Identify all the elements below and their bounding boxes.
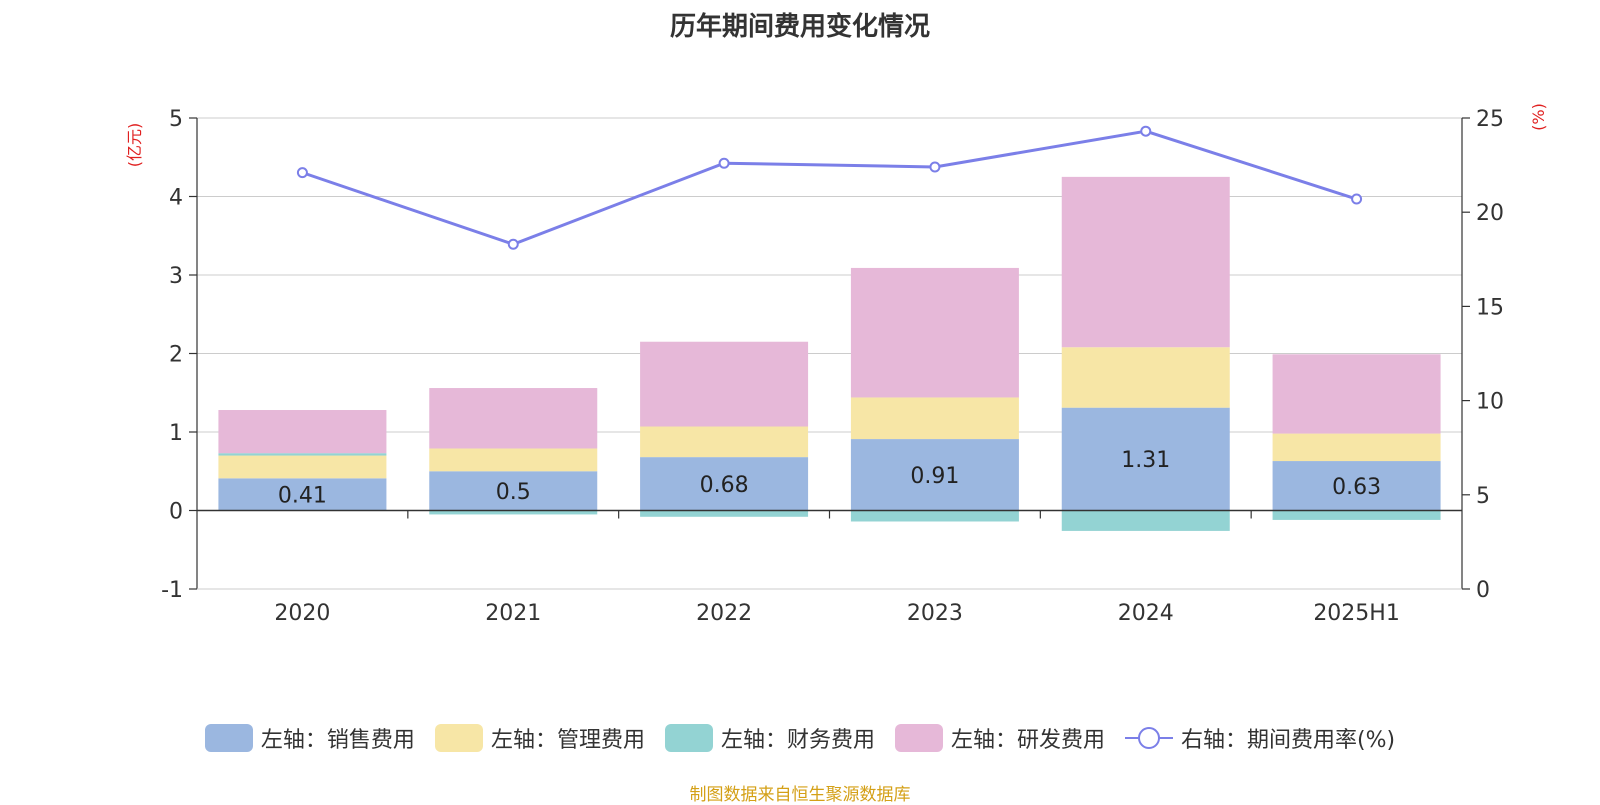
legend-label: 左轴：研发费用 xyxy=(950,728,1105,753)
x-tick-label: 2023 xyxy=(907,601,963,626)
rate-point-2024 xyxy=(1140,125,1152,137)
legend-item-sales[interactable]: 左轴：销售费用 xyxy=(204,722,415,754)
legend-swatch xyxy=(204,724,253,752)
bar-rnd-2021 xyxy=(429,388,598,449)
x-tick-label: 2022 xyxy=(696,601,752,626)
legend-swatch xyxy=(894,724,943,752)
sales-data-label: 0.41 xyxy=(278,483,327,508)
legend-item-rate[interactable]: 右轴：期间费用率(%) xyxy=(1124,722,1396,754)
bar-sales-2021 xyxy=(429,471,598,511)
x-tick-label: 2020 xyxy=(274,601,330,626)
bar-rnd-2023 xyxy=(850,267,1019,398)
bar-admin-2024 xyxy=(1061,347,1230,408)
bar-rnd-2020 xyxy=(218,410,387,454)
bar-rnd-2022 xyxy=(640,341,809,427)
rate-line-series xyxy=(296,125,1363,250)
bar-sales-2025H1 xyxy=(1272,461,1441,511)
right-axis-label: (%) xyxy=(1529,103,1548,131)
bar-rnd-2025H1 xyxy=(1272,354,1441,434)
bar-finance-2022 xyxy=(640,510,809,517)
bar-sales-2020 xyxy=(218,478,387,511)
bar-admin-2025H1 xyxy=(1272,433,1441,462)
legend-item-admin[interactable]: 左轴：管理费用 xyxy=(434,722,645,754)
source-note: 制图数据来自恒生聚源数据库 xyxy=(689,785,911,805)
legend-line-marker-icon xyxy=(1124,727,1173,749)
rate-point-2025H1 xyxy=(1351,193,1363,205)
rate-point-2021 xyxy=(507,238,519,250)
legend-swatch xyxy=(664,724,713,752)
x-tick-label: 2021 xyxy=(485,601,541,626)
legend-label: 右轴：期间费用率(%) xyxy=(1180,728,1396,753)
bar-admin-2020 xyxy=(218,455,387,479)
rate-point-2022 xyxy=(718,157,730,169)
bar-series xyxy=(218,176,1441,531)
bar-admin-2022 xyxy=(640,426,809,458)
legend: 左轴：销售费用 左轴：管理费用 左轴：财务费用 左轴：研发费用 右轴：期间费用率(%) xyxy=(0,722,1600,754)
rate-point-2020 xyxy=(296,167,308,179)
legend-label: 左轴：销售费用 xyxy=(260,728,415,753)
sales-data-label: 0.68 xyxy=(700,473,749,498)
right-tick-label: 20 xyxy=(1476,201,1504,226)
left-tick-label: 1 xyxy=(169,421,183,446)
x-tick-label: 2024 xyxy=(1118,601,1174,626)
left-axis-label: (亿元) xyxy=(125,123,144,168)
rate-line xyxy=(301,129,1358,246)
left-tick-label: 0 xyxy=(169,500,183,525)
x-tick-label: 2025H1 xyxy=(1313,601,1400,626)
legend-line-circle xyxy=(1137,727,1160,749)
legend-label: 左轴：管理费用 xyxy=(490,728,645,753)
rate-point-2023 xyxy=(929,161,941,173)
left-tick-label: -1 xyxy=(161,578,183,603)
bar-sales-2023 xyxy=(850,439,1019,511)
bar-admin-2021 xyxy=(429,448,598,472)
left-tick-label: 3 xyxy=(169,264,183,289)
sales-data-label: 0.91 xyxy=(910,464,959,489)
bar-finance-2025H1 xyxy=(1272,510,1441,520)
right-tick-label: 25 xyxy=(1476,107,1504,132)
bar-finance-2020 xyxy=(218,453,387,456)
bar-finance-2021 xyxy=(429,510,598,515)
chart-canvas: -1 0 1 2 3 4 5 0 5 10 15 20 25 2020 2021 2022 2023 2024 20… xyxy=(125,103,1548,626)
data-labels: 0.41 0.5 0.68 0.91 1.31 0.63 xyxy=(278,448,1381,508)
legend-item-finance[interactable]: 左轴：财务费用 xyxy=(664,722,875,754)
right-tick-label: 5 xyxy=(1476,484,1490,509)
legend-item-rnd[interactable]: 左轴：研发费用 xyxy=(894,722,1105,754)
bar-sales-2024 xyxy=(1061,407,1230,511)
right-tick-label: 15 xyxy=(1476,295,1504,320)
left-tick-label: 2 xyxy=(169,343,183,368)
bar-finance-2023 xyxy=(850,510,1019,522)
left-tick-label: 5 xyxy=(169,107,183,132)
sales-data-label: 0.5 xyxy=(496,480,531,505)
chart-title: 历年期间费用变化情况 xyxy=(669,12,930,42)
left-tick-label: 4 xyxy=(169,186,183,211)
legend-label: 左轴：财务费用 xyxy=(720,728,875,753)
axes: -1 0 1 2 3 4 5 0 5 10 15 20 25 2020 2021 2022 2023 2024 20… xyxy=(161,107,1504,626)
right-tick-label: 10 xyxy=(1476,390,1504,415)
right-tick-label: 0 xyxy=(1476,578,1490,603)
bar-finance-2024 xyxy=(1061,510,1230,531)
legend-swatch xyxy=(434,724,483,752)
bar-sales-2022 xyxy=(640,457,809,511)
bar-rnd-2024 xyxy=(1061,176,1230,348)
sales-data-label: 0.63 xyxy=(1332,475,1381,500)
sales-data-label: 1.31 xyxy=(1121,448,1170,473)
bar-admin-2023 xyxy=(850,397,1019,440)
